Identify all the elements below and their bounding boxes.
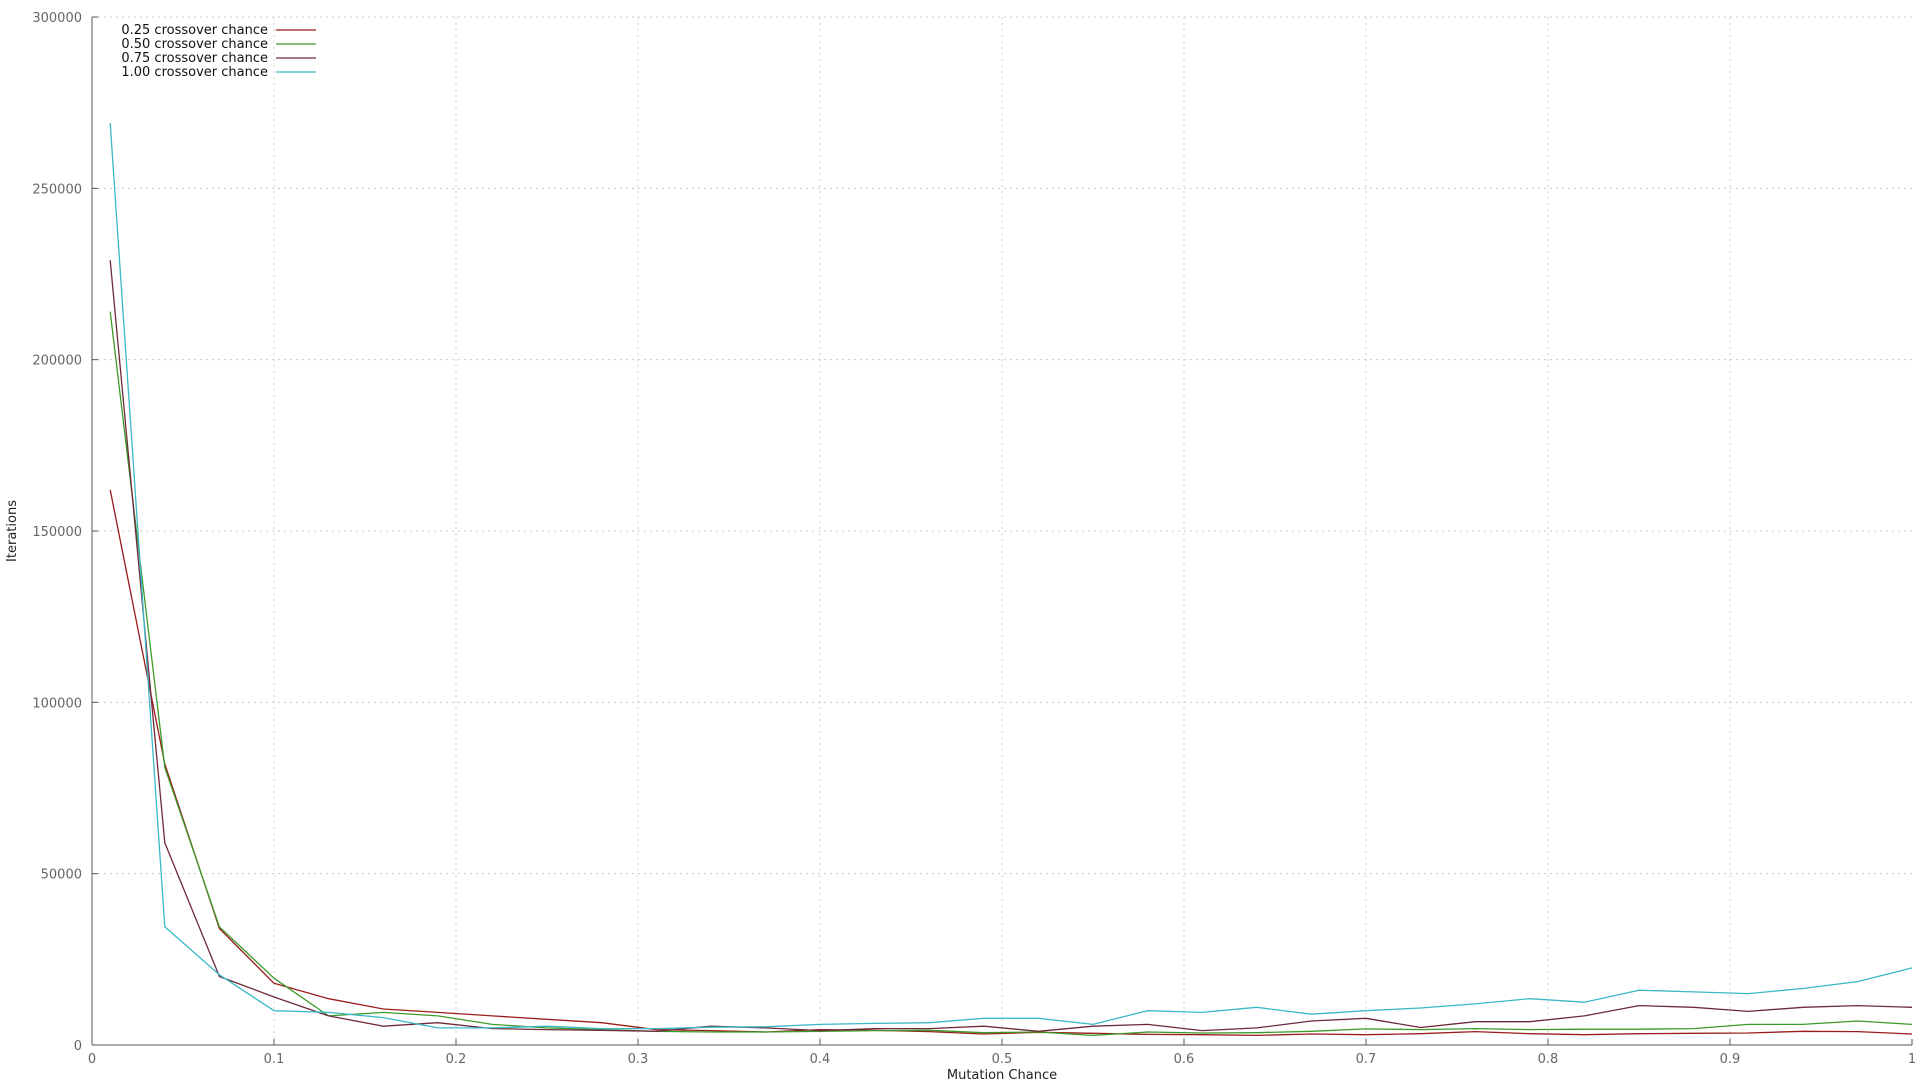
- grid: [92, 16, 1912, 1045]
- legend-label: 0.25 crossover chance: [121, 23, 268, 38]
- y-tick-label: 50000: [41, 868, 82, 883]
- x-tick-label: 0.7: [1356, 1052, 1377, 1067]
- x-tick-label: 0.5: [992, 1052, 1013, 1067]
- x-tick-label: 0: [88, 1052, 96, 1067]
- y-tick-label: 300000: [32, 11, 82, 26]
- x-tick-label: 1: [1908, 1052, 1916, 1067]
- tick-labels: 0 0.1 0.2 0.3 0.4 0.5 0.6 0.7 0.8 0.9 1 0 50000 10000…: [32, 11, 1916, 1067]
- x-tick-label: 0.9: [1720, 1052, 1741, 1067]
- x-tick-label: 0.2: [446, 1052, 467, 1067]
- series-line-3: [109, 260, 1913, 1032]
- series-line-4: [109, 123, 1913, 1030]
- y-tick-label: 250000: [32, 182, 82, 197]
- legend-label: 0.75 crossover chance: [121, 51, 268, 66]
- y-axis-label: Iterations: [5, 500, 20, 562]
- x-tick-label: 0.6: [1174, 1052, 1195, 1067]
- series-line-2: [109, 311, 1913, 1037]
- axes: [91, 16, 1913, 1046]
- series-lines: [109, 123, 1913, 1037]
- x-axis-label: Mutation Chance: [947, 1068, 1057, 1080]
- y-tick-label: 200000: [32, 354, 82, 369]
- x-tick-label: 0.1: [264, 1052, 285, 1067]
- x-tick-label: 0.3: [628, 1052, 649, 1067]
- y-tick-label: 100000: [32, 696, 82, 711]
- series-line-1: [109, 489, 1913, 1037]
- legend-label: 0.50 crossover chance: [121, 37, 268, 52]
- y-tick-label: 0: [74, 1039, 82, 1054]
- legend-label: 1.00 crossover chance: [121, 65, 268, 80]
- y-tick-label: 150000: [32, 525, 82, 540]
- x-tick-label: 0.4: [810, 1052, 831, 1067]
- x-tick-label: 0.8: [1538, 1052, 1559, 1067]
